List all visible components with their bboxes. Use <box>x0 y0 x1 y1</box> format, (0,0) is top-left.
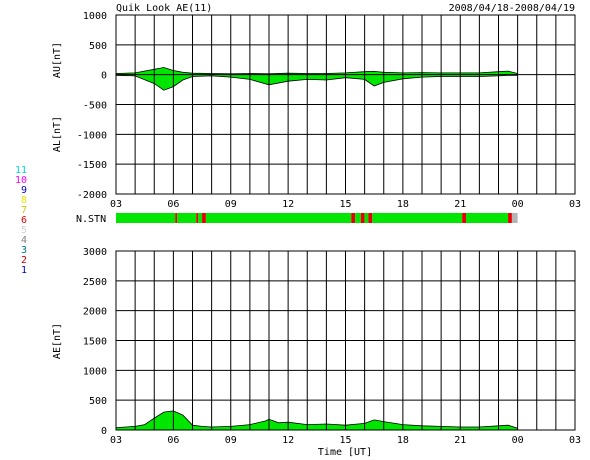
station-status-segment <box>205 213 352 223</box>
chart-title: Quik Look AE(11) <box>116 3 212 14</box>
al-line <box>115 74 518 91</box>
al-axis-label: AL[nT] <box>52 116 63 152</box>
x-tick-label: 00 <box>512 199 524 210</box>
y-tick-label: -2000 <box>77 190 107 201</box>
legend-entry: 1 <box>21 265 27 276</box>
ae-x-tick-labels: 03 06 09 12 15 18 21 00 03 <box>110 435 581 446</box>
station-status-segment <box>177 213 197 223</box>
y-tick-label: -500 <box>83 101 107 112</box>
x-tick-label: 06 <box>167 199 179 210</box>
station-status-segment <box>202 213 206 223</box>
x-tick-label: 12 <box>282 435 294 446</box>
station-status-segment <box>364 213 369 223</box>
au-al-x-tick-labels: 03 06 09 12 15 18 21 00 03 <box>110 199 581 210</box>
time-axis-label: Time [UT] <box>318 447 372 458</box>
y-tick-label: -1500 <box>77 160 107 171</box>
legend-entry: 5 <box>21 225 27 236</box>
au-al-fill-layer <box>115 67 518 91</box>
au-line <box>115 67 518 75</box>
y-tick-label: 0 <box>101 71 107 82</box>
date-range: 2008/04/18-2008/04/19 <box>449 3 575 14</box>
legend-entry: 10 <box>15 175 27 186</box>
au-al-y-tick-labels: 1000 500 0 -500 -1000 -1500 -2000 <box>77 11 107 201</box>
station-status-segment <box>196 213 199 223</box>
x-tick-label: 09 <box>225 199 237 210</box>
station-status-segment <box>198 213 203 223</box>
legend-entry: 6 <box>21 215 27 226</box>
ae-y-tick-labels: 3000 2500 2000 1500 1000 500 0 <box>83 247 107 437</box>
x-tick-label: 03 <box>569 199 581 210</box>
station-status-bar <box>116 213 518 223</box>
station-status-segment <box>355 213 361 223</box>
station-status-segment <box>511 213 518 223</box>
legend-entry: 3 <box>21 245 27 256</box>
x-tick-label: 18 <box>397 199 409 210</box>
x-tick-label: 18 <box>397 435 409 446</box>
y-tick-label: 1500 <box>83 337 107 348</box>
au-al-frame <box>115 14 576 195</box>
x-tick-label: 12 <box>282 199 294 210</box>
y-tick-label: -1000 <box>77 130 107 141</box>
station-status-segment <box>508 213 512 223</box>
ae-frame <box>115 250 576 431</box>
legend-entry: 9 <box>21 185 27 196</box>
x-tick-label: 06 <box>167 435 179 446</box>
station-status-segment <box>116 213 176 223</box>
au-axis-label: AU[nT] <box>52 42 63 78</box>
ae-area <box>116 410 518 430</box>
x-tick-label: 15 <box>339 435 351 446</box>
y-tick-label: 2500 <box>83 277 107 288</box>
al-area <box>116 74 518 91</box>
station-count-panel: N.STN <box>76 213 518 225</box>
x-tick-label: 21 <box>454 199 466 210</box>
legend-entry: 8 <box>21 195 27 206</box>
station-status-segment <box>351 213 356 223</box>
legend-entry: 7 <box>21 205 27 216</box>
au-al-panel: 1000 500 0 -500 -1000 -1500 -2000 03 06 09 12 15 18… <box>52 11 581 210</box>
x-tick-label: 09 <box>225 435 237 446</box>
y-tick-label: 1000 <box>83 11 107 22</box>
station-status-segment <box>465 213 509 223</box>
y-tick-label: 500 <box>89 41 107 52</box>
ae-fill-layer <box>115 410 518 430</box>
ae-grid <box>115 250 576 431</box>
legend-entry: 2 <box>21 255 27 266</box>
ae-axis-label: AE[nT] <box>52 323 63 359</box>
y-tick-label: 3000 <box>83 247 107 258</box>
y-tick-label: 0 <box>101 426 107 437</box>
x-tick-label: 21 <box>454 435 466 446</box>
station-status-segment <box>462 213 466 223</box>
station-status-segment <box>175 213 178 223</box>
legend-entry: 4 <box>21 235 27 246</box>
station-status-segment <box>360 213 365 223</box>
y-tick-label: 500 <box>89 396 107 407</box>
nstn-label: N.STN <box>76 214 106 225</box>
x-tick-label: 03 <box>569 435 581 446</box>
ae-line <box>115 410 518 429</box>
y-tick-label: 1000 <box>83 366 107 377</box>
y-tick-label: 2000 <box>83 307 107 318</box>
x-tick-label: 00 <box>512 435 524 446</box>
x-tick-label: 03 <box>110 435 122 446</box>
station-status-segment <box>368 213 373 223</box>
x-tick-label: 15 <box>339 199 351 210</box>
x-tick-label: 03 <box>110 199 122 210</box>
legend-entry: 11 <box>15 165 27 176</box>
au-al-grid <box>115 14 576 195</box>
station-status-segment <box>372 213 463 223</box>
